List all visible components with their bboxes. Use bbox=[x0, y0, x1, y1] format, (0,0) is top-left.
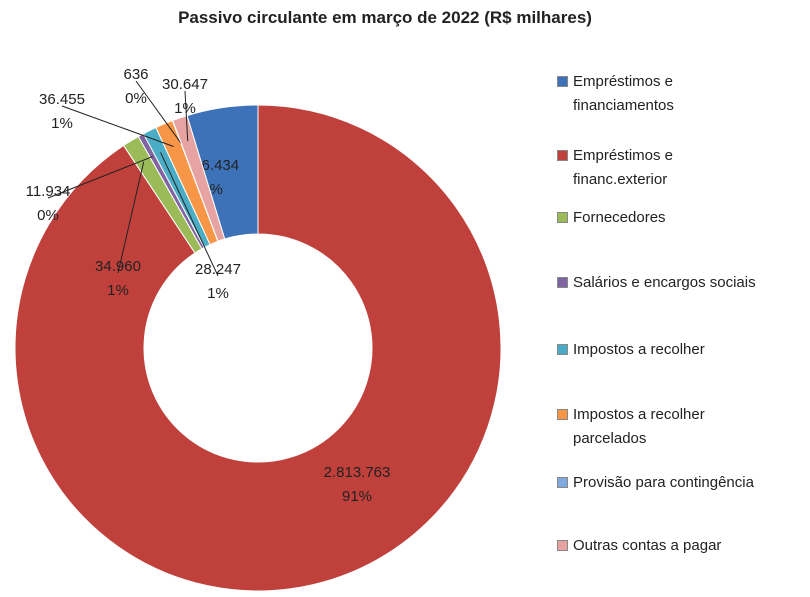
legend-swatch bbox=[557, 344, 568, 355]
legend-label: Impostos a recolher bbox=[573, 341, 705, 358]
leader-line bbox=[61, 105, 174, 147]
legend-label: Empréstimos e financiamentos bbox=[573, 73, 674, 114]
percent-label: 1% bbox=[207, 285, 229, 302]
legend-item: Empréstimos e financiamentos bbox=[557, 70, 723, 118]
percent-label: 1% bbox=[107, 282, 129, 299]
legend-label: Outras contas a pagar bbox=[573, 537, 722, 554]
legend-item: Impostos a recolher bbox=[557, 338, 810, 362]
value-label: 28.247 bbox=[195, 261, 241, 278]
value-label: 2.813.763 bbox=[324, 464, 391, 481]
leader-line bbox=[184, 90, 189, 142]
slice bbox=[172, 114, 226, 242]
legend-swatch bbox=[557, 277, 568, 288]
legend-label: Provisão para contingência bbox=[573, 474, 754, 491]
leader-line bbox=[47, 156, 153, 199]
percent-label: 0% bbox=[37, 207, 59, 224]
chart-title: Passivo circulante em março de 2022 (R$ … bbox=[178, 8, 592, 27]
percent-label: 1% bbox=[174, 100, 196, 117]
legend-item: Fornecedores bbox=[557, 206, 810, 230]
value-label: 36.455 bbox=[39, 91, 85, 108]
percent-label: 1% bbox=[51, 115, 73, 132]
leader-line bbox=[117, 161, 145, 274]
legend-label: Salários e encargos sociais bbox=[573, 274, 756, 291]
legend-item: Provisão para contingência bbox=[557, 471, 810, 495]
legend-label: Empréstimos e financ.exterior bbox=[573, 147, 674, 188]
percent-label: 91% bbox=[342, 488, 372, 505]
legend-label: Fornecedores bbox=[573, 209, 666, 226]
legend-item: Empréstimos e financ.exterior bbox=[557, 144, 713, 192]
slice bbox=[14, 104, 502, 592]
leader-line bbox=[160, 152, 219, 277]
legend-swatch bbox=[557, 477, 568, 488]
legend-swatch bbox=[557, 212, 568, 223]
value-label: 34.960 bbox=[95, 258, 141, 275]
percent-label: 0% bbox=[125, 90, 147, 107]
legend-item: Impostos a recolher parcelados bbox=[557, 403, 723, 451]
value-label: 636 bbox=[123, 66, 148, 83]
legend-swatch bbox=[557, 76, 568, 87]
legend-swatch bbox=[557, 540, 568, 551]
legend-swatch bbox=[557, 409, 568, 420]
legend-item: Outras contas a pagar bbox=[557, 534, 810, 558]
legend-label: Impostos a recolher parcelados bbox=[573, 406, 705, 447]
value-label: 11.934 bbox=[26, 183, 71, 200]
value-label: 30.647 bbox=[162, 76, 208, 93]
leader-line bbox=[135, 80, 182, 144]
legend-item: Salários e encargos sociais bbox=[557, 271, 810, 295]
legend-swatch bbox=[557, 150, 568, 161]
